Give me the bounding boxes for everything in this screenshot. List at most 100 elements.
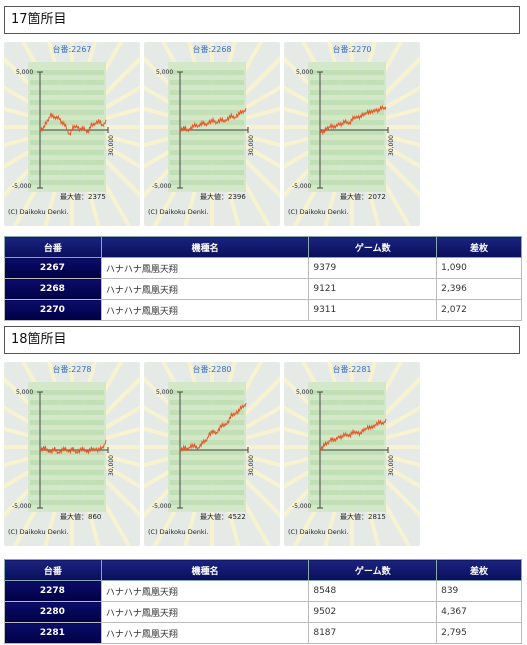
machine-table-17: 台番 機種名 ゲーム数 差枚 2267 ハナハナ鳳凰天翔 9379 1,090 …: [4, 236, 522, 321]
graph-card[interactable]: 台番:2278 5,000 -5,000 30,000 最大値：860 (C) …: [4, 362, 140, 546]
background-stripe: [30, 420, 104, 425]
graph-machine-number: 台番:2281: [332, 365, 372, 374]
graph-copyright: (C) Daikoku Denki.: [8, 208, 69, 216]
graph-copyright: (C) Daikoku Denki.: [148, 528, 209, 536]
background-stripe: [30, 150, 104, 155]
background-stripe: [310, 140, 384, 145]
cell-difference: 2,072: [436, 299, 522, 321]
graph-card[interactable]: 台番:2280 5,000 -5,000 30,000 最大値：4522 (C)…: [144, 362, 280, 546]
background-stripe: [310, 500, 384, 505]
graph-card[interactable]: 台番:2268 5,000 -5,000 30,000 最大値：2396 (C)…: [144, 42, 280, 226]
background-stripe: [310, 70, 384, 75]
background-stripe: [30, 90, 104, 95]
background-stripe: [310, 430, 384, 435]
background-stripe: [30, 440, 104, 445]
background-stripe: [30, 450, 104, 455]
x-axis-end-label: 30,000: [248, 455, 255, 476]
y-axis-top-label: 5,000: [16, 389, 34, 396]
background-stripe: [170, 120, 244, 125]
y-axis-bottom-label: -5,000: [12, 183, 32, 190]
background-stripe: [170, 440, 244, 445]
graph-machine-number: 台番:2280: [192, 365, 232, 374]
cell-game-count: 9502: [308, 601, 438, 623]
background-stripe: [170, 480, 244, 485]
table-row[interactable]: 2278 ハナハナ鳳凰天翔 8548 839: [4, 580, 522, 602]
graph-card[interactable]: 台番:2267 5,000 -5,000 30,000 最大値：2375 (C)…: [4, 42, 140, 226]
graph-row-18: 台番:2278 5,000 -5,000 30,000 最大値：860 (C) …: [4, 362, 524, 546]
slump-graph: [4, 42, 140, 226]
background-stripe: [310, 130, 384, 135]
graph-max-value: 最大値：2375: [60, 193, 106, 201]
header-difference: 差枚: [436, 559, 522, 581]
slump-line: [179, 402, 247, 452]
x-axis-end-label: 30,000: [108, 135, 115, 156]
graph-card[interactable]: 台番:2270 5,000 -5,000 30,000 最大値：2072 (C)…: [284, 42, 420, 226]
graph-copyright: (C) Daikoku Denki.: [148, 208, 209, 216]
y-axis-bottom-label: -5,000: [152, 503, 172, 510]
graph-copyright: (C) Daikoku Denki.: [288, 208, 349, 216]
header-model-name: 機種名: [100, 559, 310, 581]
background-stripe: [310, 440, 384, 445]
background-stripe: [310, 460, 384, 465]
background-stripe: [170, 140, 244, 145]
cell-difference: 2,795: [436, 622, 522, 644]
table-header-row: 台番 機種名 ゲーム数 差枚: [4, 236, 522, 258]
background-stripe: [310, 410, 384, 415]
cell-model-name: ハナハナ鳳凰天翔: [100, 580, 310, 602]
y-axis-bottom-label: -5,000: [292, 503, 312, 510]
background-stripe: [310, 490, 384, 495]
cell-model-name: ハナハナ鳳凰天翔: [100, 601, 310, 623]
x-axis-end-label: 30,000: [388, 455, 395, 476]
background-stripe: [310, 100, 384, 105]
graph-card[interactable]: 台番:2281 5,000 -5,000 30,000 最大値：2815 (C)…: [284, 362, 420, 546]
cell-game-count: 9379: [308, 257, 438, 279]
cell-machine-number[interactable]: 2278: [4, 580, 102, 602]
graph-machine-number: 台番:2267: [52, 45, 92, 54]
background-stripe: [30, 170, 104, 175]
background-stripe: [30, 500, 104, 505]
header-machine-number: 台番: [4, 559, 102, 581]
graph-machine-number: 台番:2270: [332, 45, 372, 54]
graph-max-value: 最大値：2815: [340, 513, 386, 521]
background-stripe: [170, 90, 244, 95]
background-stripe: [310, 80, 384, 85]
y-axis-bottom-label: -5,000: [12, 503, 32, 510]
section-title-18: 18箇所目: [4, 326, 520, 354]
background-stripe: [30, 100, 104, 105]
cell-machine-number[interactable]: 2268: [4, 278, 102, 300]
graph-row-17: 台番:2267 5,000 -5,000 30,000 最大値：2375 (C)…: [4, 42, 524, 226]
background-stripe: [30, 470, 104, 475]
cell-machine-number[interactable]: 2280: [4, 601, 102, 623]
cell-machine-number[interactable]: 2281: [4, 622, 102, 644]
cell-model-name: ハナハナ鳳凰天翔: [100, 299, 310, 321]
cell-game-count: 8548: [308, 580, 438, 602]
background-stripe: [170, 130, 244, 135]
background-stripe: [170, 70, 244, 75]
cell-machine-number[interactable]: 2267: [4, 257, 102, 279]
table-row[interactable]: 2270 ハナハナ鳳凰天翔 9311 2,072: [4, 299, 522, 321]
slump-line: [179, 108, 247, 133]
machine-table-18: 台番 機種名 ゲーム数 差枚 2278 ハナハナ鳳凰天翔 8548 839 22…: [4, 559, 522, 644]
graph-max-value: 最大値：2396: [200, 193, 246, 201]
graph-machine-number: 台番:2268: [192, 45, 232, 54]
table-row[interactable]: 2268 ハナハナ鳳凰天翔 9121 2,396: [4, 278, 522, 300]
slump-line: [39, 439, 107, 455]
header-game-count: ゲーム数: [308, 236, 438, 258]
background-stripe: [170, 180, 244, 185]
background-stripe: [170, 150, 244, 155]
cell-difference: 839: [436, 580, 522, 602]
table-row[interactable]: 2280 ハナハナ鳳凰天翔 9502 4,367: [4, 601, 522, 623]
background-stripe: [310, 420, 384, 425]
cell-game-count: 8187: [308, 622, 438, 644]
graph-copyright: (C) Daikoku Denki.: [288, 528, 349, 536]
y-axis-top-label: 5,000: [296, 69, 314, 76]
background-stripe: [30, 80, 104, 85]
background-stripe: [30, 390, 104, 395]
table-row[interactable]: 2267 ハナハナ鳳凰天翔 9379 1,090: [4, 257, 522, 279]
background-stripe: [170, 100, 244, 105]
cell-difference: 1,090: [436, 257, 522, 279]
y-axis-top-label: 5,000: [296, 389, 314, 396]
background-stripe: [30, 480, 104, 485]
cell-machine-number[interactable]: 2270: [4, 299, 102, 321]
table-row[interactable]: 2281 ハナハナ鳳凰天翔 8187 2,795: [4, 622, 522, 644]
